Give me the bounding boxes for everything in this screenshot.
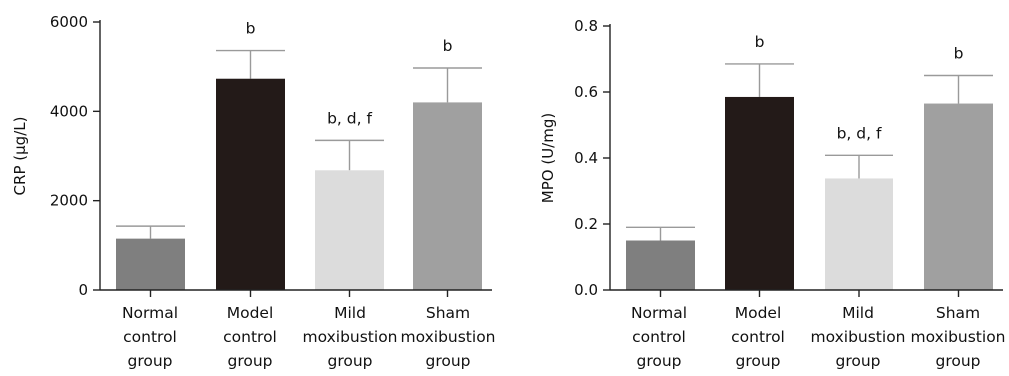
category-label-2: Model control group: [731, 304, 785, 370]
category-label-line: group: [636, 352, 681, 370]
category-label-1: Normal control group: [122, 304, 178, 370]
bar-3: [315, 170, 384, 290]
category-label-line: Sham: [426, 304, 470, 322]
significance-label-3: b, d, f: [327, 109, 372, 127]
significance-label-4: b: [954, 45, 964, 63]
chart-2: b b, d, f b 0.0 0.2 0.4 0.6 0.8 Normal control gro…: [539, 17, 1006, 370]
category-label-line: group: [327, 352, 372, 370]
bar-1: [116, 238, 185, 290]
significance-label-3: b, d, f: [837, 124, 882, 142]
y-axis-label: MPO (U/mg): [539, 113, 557, 203]
category-label-3: Mild moxibustion group: [810, 304, 905, 370]
y-tick-label: 6000: [50, 13, 88, 31]
y-axis-label: CRP (μg/L): [11, 117, 29, 196]
bar-4: [413, 102, 482, 291]
category-label-line: moxibustion: [302, 328, 397, 346]
category-label-line: group: [835, 352, 880, 370]
bar-1: [626, 240, 695, 290]
significance-label-4: b: [443, 37, 453, 55]
category-label-line: Mild: [334, 304, 366, 322]
category-label-line: moxibustion: [910, 328, 1005, 346]
y-tick-label: 0: [78, 281, 88, 299]
category-label-4: Sham moxibustion group: [910, 304, 1005, 370]
bar-4: [924, 103, 993, 290]
bar-2: [216, 78, 285, 290]
significance-label-2: b: [755, 33, 765, 51]
chart-1: b b, d, f b 0 2000 4000 6000 Normal control group…: [11, 13, 496, 370]
category-label-line: Normal: [122, 304, 178, 322]
category-label-line: control: [123, 328, 177, 346]
y-tick-label: 2000: [50, 192, 88, 210]
category-label-2: Model control group: [223, 304, 277, 370]
y-tick-label: 0.6: [574, 83, 598, 101]
category-label-line: group: [127, 352, 172, 370]
category-label-line: group: [735, 352, 780, 370]
category-label-line: Normal: [631, 304, 687, 322]
category-label-line: group: [425, 352, 470, 370]
category-label-3: Mild moxibustion group: [302, 304, 397, 370]
category-label-4: Sham moxibustion group: [400, 304, 495, 370]
category-label-line: moxibustion: [400, 328, 495, 346]
bar-2: [725, 96, 794, 290]
y-tick-label: 0.2: [574, 215, 598, 233]
category-label-line: group: [935, 352, 980, 370]
category-label-line: Model: [735, 304, 782, 322]
bar-3: [825, 178, 893, 290]
y-tick-label: 0.4: [574, 149, 598, 167]
category-label-line: Mild: [842, 304, 874, 322]
category-label-line: control: [731, 328, 785, 346]
category-label-line: control: [223, 328, 277, 346]
category-label-line: group: [227, 352, 272, 370]
category-label-line: moxibustion: [810, 328, 905, 346]
category-label-line: control: [632, 328, 686, 346]
category-label-1: Normal control group: [631, 304, 687, 370]
category-label-line: Model: [227, 304, 274, 322]
y-tick-label: 0.8: [574, 17, 598, 35]
significance-label-2: b: [246, 20, 256, 38]
category-label-line: Sham: [936, 304, 980, 322]
y-tick-label: 0.0: [574, 281, 598, 299]
y-tick-label: 4000: [50, 102, 88, 120]
